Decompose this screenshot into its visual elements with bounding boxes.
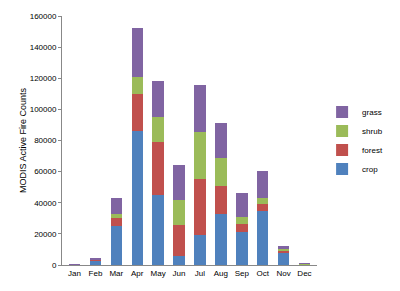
- svg-text:120000: 120000: [30, 74, 57, 83]
- svg-text:Apr: Apr: [131, 269, 144, 278]
- svg-text:Jul: Jul: [195, 269, 205, 278]
- svg-text:Jan: Jan: [68, 269, 81, 278]
- svg-text:shrub: shrub: [362, 127, 383, 136]
- svg-text:Jun: Jun: [173, 269, 186, 278]
- svg-text:forest: forest: [362, 146, 383, 155]
- svg-text:Oct: Oct: [256, 269, 269, 278]
- svg-text:20000: 20000: [34, 230, 57, 239]
- svg-text:100000: 100000: [30, 105, 57, 114]
- svg-text:160000: 160000: [30, 12, 57, 21]
- svg-text:crop: crop: [362, 165, 378, 174]
- svg-text:140000: 140000: [30, 43, 57, 52]
- svg-text:Mar: Mar: [109, 269, 123, 278]
- svg-text:May: May: [151, 269, 166, 278]
- svg-text:40000: 40000: [34, 199, 57, 208]
- svg-text:80000: 80000: [34, 136, 57, 145]
- svg-text:Aug: Aug: [214, 269, 228, 278]
- svg-text:60000: 60000: [34, 167, 57, 176]
- svg-text:0: 0: [52, 261, 57, 270]
- svg-text:MODIS Active Fire Counts: MODIS Active Fire Counts: [18, 87, 28, 193]
- svg-text:Dec: Dec: [297, 269, 311, 278]
- svg-text:Nov: Nov: [276, 269, 290, 278]
- svg-text:Sep: Sep: [235, 269, 250, 278]
- svg-text:grass: grass: [362, 108, 382, 117]
- svg-text:Feb: Feb: [89, 269, 103, 278]
